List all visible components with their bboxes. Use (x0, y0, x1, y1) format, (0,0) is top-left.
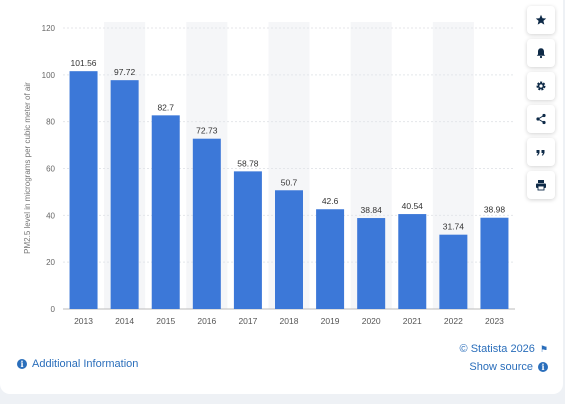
data-label-2020: 38.84 (361, 205, 383, 215)
bar-2022[interactable] (439, 234, 468, 309)
chart-card: 0 20 40 60 80 100 120 101.56 97.72 82.7 72.73 58.7… (0, 0, 563, 394)
copyright-notice: © Statista 2026 ⚑ (460, 343, 548, 355)
y-tick-label: 100 (42, 71, 56, 80)
x-tick-label-2021: 2021 (403, 316, 422, 326)
bar-2013[interactable] (69, 71, 98, 310)
x-tick-label-2020: 2020 (362, 316, 381, 326)
y-tick-label: 40 (46, 211, 55, 220)
x-tick-label-2014: 2014 (115, 316, 134, 326)
quote-icon (536, 150, 545, 156)
alert-button[interactable] (527, 39, 555, 67)
additional-information-label: Additional Information (32, 358, 139, 370)
info-icon: i (538, 362, 548, 372)
gear-icon (536, 81, 546, 91)
bar-2017[interactable] (233, 171, 262, 309)
chart-toolbar (527, 6, 555, 204)
data-label-2016: 72.73 (196, 126, 218, 136)
bar-2016[interactable] (192, 138, 221, 309)
x-tick-label-2015: 2015 (156, 316, 175, 326)
copyright-text: © Statista 2026 (459, 343, 535, 355)
show-source-label: Show source (469, 361, 533, 373)
bar-2018[interactable] (275, 190, 303, 309)
y-tick-label: 0 (51, 305, 56, 314)
favorite-button[interactable] (527, 6, 555, 34)
y-tick-label: 60 (46, 165, 55, 174)
bell-icon (536, 48, 546, 59)
show-source-link[interactable]: Show source i (469, 361, 548, 373)
data-label-2021: 40.54 (402, 201, 424, 211)
data-label-2018: 50.7 (281, 177, 298, 187)
bar-2014[interactable] (110, 80, 139, 309)
data-label-2023: 38.98 (484, 205, 506, 215)
bar-2023[interactable] (480, 217, 509, 309)
x-tick-label-2019: 2019 (321, 316, 340, 326)
data-label-2017: 58.78 (237, 158, 259, 168)
x-tick-label-2016: 2016 (197, 316, 216, 326)
x-tick-label-2013: 2013 (74, 316, 93, 326)
data-label-2014: 97.72 (114, 67, 136, 77)
bar-2015[interactable] (151, 115, 180, 309)
bar-2019[interactable] (316, 209, 345, 309)
x-tick-label-2022: 2022 (444, 316, 463, 326)
y-tick-label: 80 (46, 118, 55, 127)
x-tick-label-2023: 2023 (485, 316, 504, 326)
data-label-2015: 82.7 (157, 102, 174, 112)
data-label-2019: 42.6 (322, 196, 339, 206)
x-tick-label-2017: 2017 (238, 316, 257, 326)
bar-chart: 0 20 40 60 80 100 120 101.56 97.72 82.7 72.73 58.7… (23, 22, 515, 326)
additional-information-link[interactable]: i Additional Information (17, 358, 138, 370)
flag-icon: ⚑ (539, 343, 548, 354)
y-axis-label: PM2.5 level in micrograms per cubic mete… (23, 82, 32, 254)
cite-button[interactable] (527, 138, 555, 166)
data-label-2022: 31.74 (443, 222, 465, 232)
print-icon (536, 180, 546, 191)
share-button[interactable] (527, 105, 555, 133)
share-icon (536, 113, 546, 125)
x-tick-label-2018: 2018 (280, 316, 299, 326)
bar-2020[interactable] (357, 218, 386, 309)
bar-2021[interactable] (398, 214, 427, 309)
data-label-2013: 101.56 (71, 58, 97, 68)
print-button[interactable] (527, 171, 555, 199)
y-tick-label: 120 (42, 24, 56, 33)
settings-button[interactable] (527, 72, 555, 100)
y-tick-label: 20 (46, 258, 55, 267)
star-icon (535, 14, 547, 25)
info-icon: i (17, 359, 27, 369)
